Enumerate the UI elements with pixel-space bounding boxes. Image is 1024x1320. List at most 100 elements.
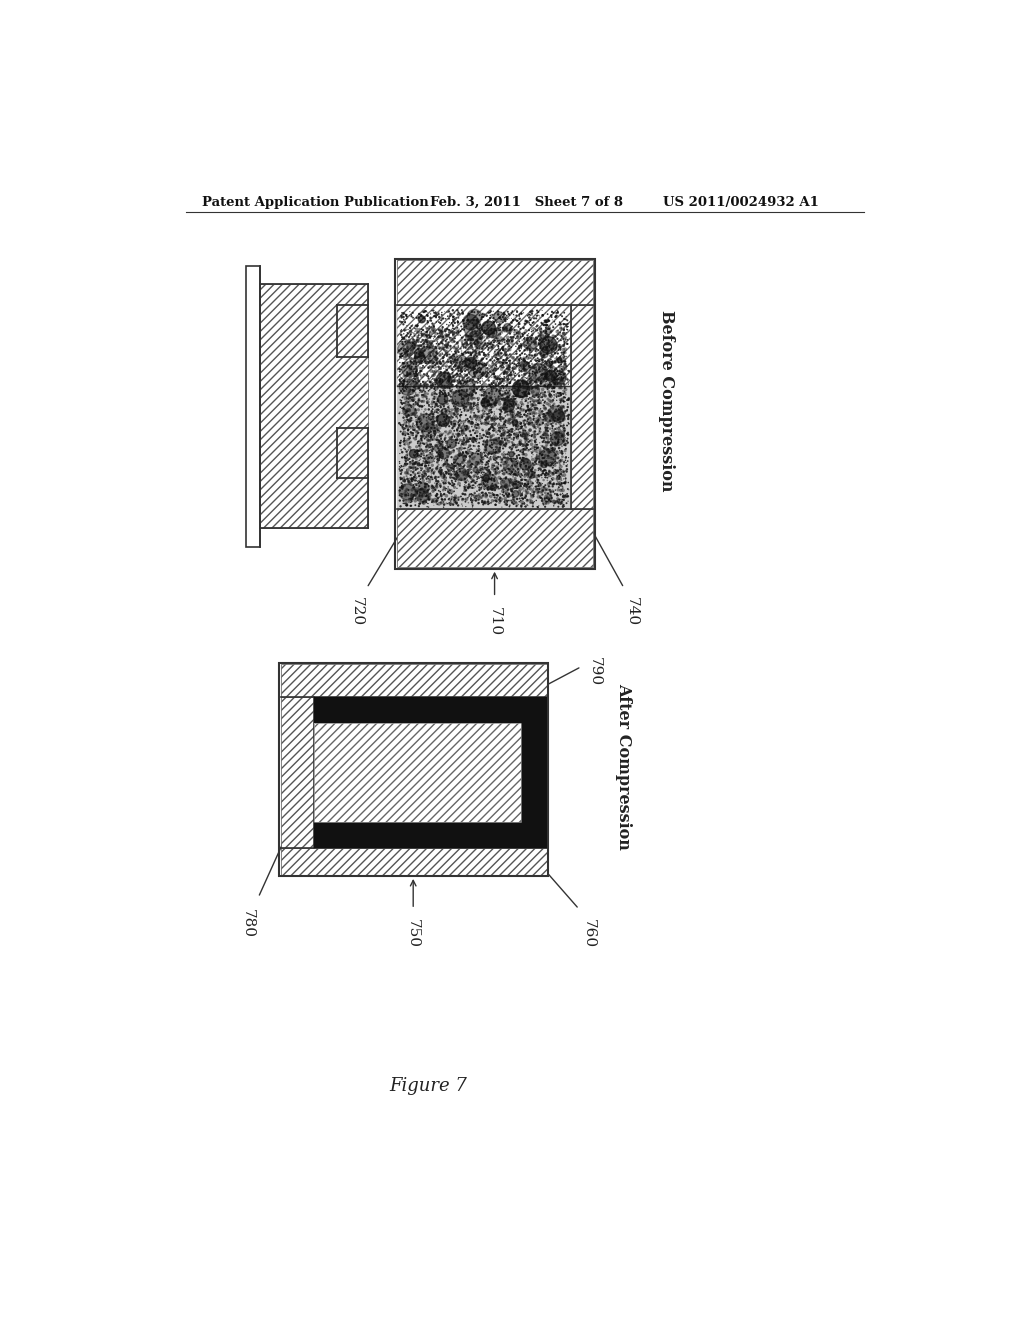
Point [424,477,440,498]
Point [503,364,519,385]
Point [417,317,433,338]
Point [462,455,478,477]
Point [438,356,455,378]
Point [498,388,514,409]
Point [434,317,451,338]
Point [477,441,494,462]
Point [480,405,497,426]
Point [419,411,435,432]
Point [494,339,510,360]
Point [398,417,415,438]
Point [420,325,436,346]
Point [460,326,476,347]
Point [550,407,566,428]
Point [551,490,567,511]
Point [479,474,496,495]
Point [496,471,512,492]
Point [487,395,504,416]
Point [433,395,450,416]
Point [500,367,516,388]
Point [518,458,535,479]
Point [505,391,521,412]
Point [470,411,486,432]
Point [420,331,436,352]
Point [466,466,482,487]
Point [554,368,570,389]
Point [524,453,541,474]
Point [515,376,531,397]
Point [424,475,440,496]
Point [501,304,517,325]
Point [436,454,453,475]
Point [551,474,567,495]
Point [465,428,481,449]
Point [434,342,451,363]
Point [401,490,418,511]
Point [505,490,521,511]
Point [517,409,534,430]
Point [442,495,459,516]
Point [461,342,477,363]
Point [443,453,460,474]
Point [553,474,569,495]
Point [505,401,521,422]
Point [556,331,572,352]
Point [402,350,419,371]
Point [560,374,577,395]
Point [441,370,458,391]
Point [423,304,439,325]
Point [535,412,551,433]
Circle shape [513,480,520,488]
Point [398,441,415,462]
Point [425,375,441,396]
Point [550,343,566,364]
Point [542,352,558,374]
Point [522,355,539,376]
Point [492,420,508,441]
Point [493,323,509,345]
Point [427,372,443,393]
Point [403,359,420,380]
Point [490,420,507,441]
Point [427,466,443,487]
Point [395,356,412,378]
Point [534,331,550,352]
Point [511,380,527,401]
Point [438,389,455,411]
Point [400,392,417,413]
Point [418,403,434,424]
Point [404,333,421,354]
Point [547,492,563,513]
Point [500,454,516,475]
Point [471,360,487,381]
Point [408,351,424,372]
Point [441,422,458,444]
Point [462,413,478,434]
Point [527,360,544,381]
Point [523,329,540,350]
Point [528,450,545,471]
Point [498,342,514,363]
Point [391,444,408,465]
Point [408,470,424,491]
Point [493,400,509,421]
Point [522,314,539,335]
Point [421,429,437,450]
Point [417,477,433,498]
Point [517,413,534,434]
Point [539,360,555,381]
Point [492,368,508,389]
Point [425,404,441,425]
Point [471,352,487,374]
Point [402,395,419,416]
Point [553,305,569,326]
Point [398,326,415,347]
Point [427,467,443,488]
Point [505,393,521,414]
Point [526,466,543,487]
Text: Patent Application Publication: Patent Application Publication [202,195,428,209]
Point [509,327,525,348]
Point [454,358,470,379]
Point [493,309,509,330]
Point [450,358,466,379]
